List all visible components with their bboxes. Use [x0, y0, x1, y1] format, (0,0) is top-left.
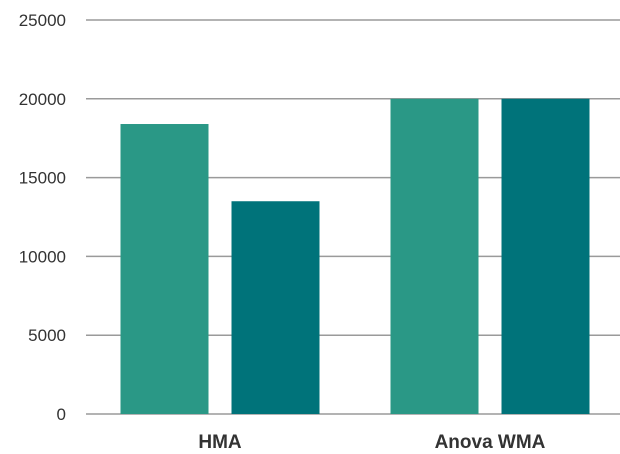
x-category-label: Anova WMA [435, 432, 546, 453]
y-tick-label: 0 [57, 405, 66, 424]
y-tick-label: 20000 [19, 90, 66, 109]
y-tick-label: 25000 [19, 11, 66, 30]
y-tick-label: 5000 [28, 326, 66, 345]
y-axis-ticks: 0 5000 10000 15000 20000 25000 [19, 11, 66, 424]
bar-anova-wma-series-2 [501, 98, 590, 415]
y-tick-label: 15000 [19, 169, 66, 188]
x-category-label: HMA [198, 432, 242, 453]
y-tick-label: 10000 [19, 247, 66, 266]
x-axis-labels: HMA Anova WMA [198, 432, 545, 453]
bars [120, 98, 590, 415]
bar-hma-series-1 [120, 124, 209, 415]
bar-anova-wma-series-1 [390, 98, 479, 415]
bar-hma-series-2 [231, 201, 320, 414]
